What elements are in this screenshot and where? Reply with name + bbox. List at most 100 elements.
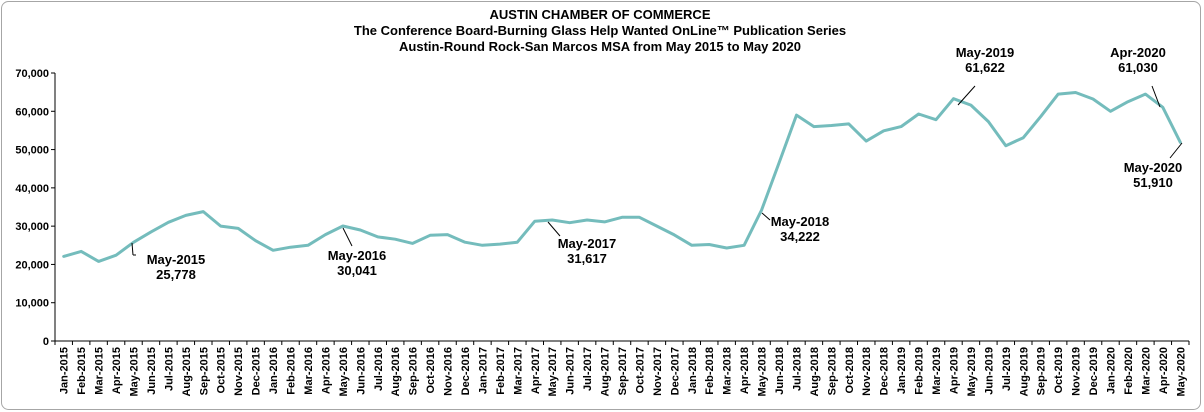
x-tick-label: Jan-2017: [477, 347, 489, 394]
x-tick-label: May-2017: [547, 347, 559, 397]
data-point: [1162, 106, 1164, 109]
x-tick-label: Jun-2019: [983, 347, 995, 395]
data-point: [307, 244, 309, 247]
chart-title-line-3: Austin-Round Rock-San Marcos MSA from Ma…: [399, 39, 801, 54]
x-tick-label: Dec-2019: [1088, 347, 1100, 395]
x-tick-label: Apr-2019: [948, 347, 960, 394]
data-point: [1074, 91, 1077, 94]
data-point: [237, 227, 239, 230]
x-tick-label: Sep-2016: [408, 347, 420, 395]
data-point: [219, 225, 222, 227]
x-tick-label: Aug-2018: [809, 347, 821, 397]
x-tick-label: Jul-2019: [1001, 347, 1013, 391]
data-point: [499, 243, 501, 245]
annotation-leader: [547, 221, 561, 237]
data-point: [481, 244, 484, 247]
data-point: [568, 221, 571, 224]
x-tick-label: Mar-2019: [931, 347, 943, 395]
x-axis-tick-labels: Jan-2015 Feb-2015 Mar-2015 Apr-2015 May-2015…: [59, 347, 1188, 397]
x-tick-label: Jan-2015: [59, 347, 71, 394]
data-point: [394, 238, 397, 240]
data-point: [952, 97, 955, 100]
data-point: [586, 219, 588, 221]
data-point: [516, 241, 519, 244]
data-point: [638, 216, 641, 219]
y-tick-label: 70,000: [15, 68, 49, 80]
data-point: [1109, 110, 1112, 113]
x-tick-label: Jun-2018: [774, 347, 786, 395]
x-tick-label: Feb-2020: [1123, 347, 1135, 395]
x-tick-label: Nov-2017: [652, 347, 664, 396]
data-point: [690, 244, 693, 247]
data-point: [533, 220, 536, 222]
annotation-label: 31,617: [567, 251, 607, 266]
x-tick-label: Oct-2017: [634, 347, 646, 393]
x-tick-label: Jan-2016: [268, 347, 280, 394]
x-tick-label: Feb-2018: [704, 347, 716, 395]
data-point: [1144, 93, 1147, 95]
data-point: [429, 234, 431, 237]
data-point: [725, 247, 728, 249]
data-point: [342, 225, 344, 227]
data-point: [1127, 100, 1129, 103]
x-tick-label: May-2015: [129, 347, 141, 397]
y-tick-label: 0: [43, 336, 49, 348]
x-tick-label: Oct-2019: [1053, 347, 1065, 393]
x-tick-label: Sep-2017: [617, 347, 629, 395]
data-point: [917, 113, 920, 115]
data-point: [202, 210, 205, 213]
x-tick-label: Nov-2019: [1071, 347, 1083, 396]
data-point: [830, 124, 833, 127]
data-point: [289, 246, 292, 248]
data-point: [935, 118, 937, 121]
x-tick-label: Dec-2016: [460, 347, 472, 395]
x-tick-label: Apr-2015: [111, 347, 123, 394]
annotation-leader: [342, 227, 353, 247]
data-point: [760, 209, 763, 211]
y-tick-label: 60,000: [15, 106, 49, 118]
x-tick-label: Dec-2017: [669, 347, 681, 395]
x-tick-label: Apr-2018: [739, 347, 751, 394]
data-point: [603, 221, 606, 223]
x-tick-label: Apr-2016: [320, 347, 332, 394]
x-tick-label: Jun-2015: [146, 347, 158, 395]
annotation-leader: [131, 242, 134, 256]
data-point: [80, 250, 82, 253]
annotation-label: May-2020: [1124, 160, 1183, 175]
x-tick-label: Feb-2016: [286, 347, 298, 395]
annotation-leader: [761, 212, 771, 221]
data-point: [900, 125, 902, 128]
x-tick-label: Feb-2015: [76, 347, 88, 395]
x-tick-label: May-2020: [1175, 347, 1187, 397]
x-tick-label: Mar-2018: [722, 347, 734, 395]
data-point: [324, 233, 327, 236]
data-point: [882, 130, 885, 132]
x-tick-label: Mar-2015: [94, 347, 106, 395]
data-point: [254, 239, 257, 242]
data-point: [446, 233, 449, 236]
annotation-label: May-2017: [558, 236, 617, 251]
x-tick-label: Jul-2015: [163, 347, 175, 391]
series-layer: [62, 91, 1182, 263]
data-point: [411, 242, 414, 245]
annotation-label: 51,910: [1133, 175, 1173, 190]
x-tick-label: Sep-2015: [198, 347, 210, 395]
data-point: [743, 244, 745, 247]
data-point: [132, 241, 135, 244]
data-point: [795, 114, 798, 116]
data-point: [376, 236, 379, 238]
data-point: [150, 231, 152, 233]
x-tick-label: Feb-2019: [914, 347, 926, 395]
annotation-label: May-2015: [147, 252, 206, 267]
x-tick-label: Dec-2015: [251, 347, 263, 395]
data-point: [359, 229, 362, 231]
annotation-label: May-2018: [771, 214, 830, 229]
data-point: [464, 241, 466, 244]
x-tick-label: Feb-2017: [495, 347, 507, 395]
data-point: [1022, 136, 1025, 139]
x-tick-label: Oct-2018: [844, 347, 856, 393]
y-tick-label: 50,000: [15, 145, 49, 157]
y-tick-label: 20,000: [15, 259, 49, 271]
data-point: [970, 104, 972, 106]
